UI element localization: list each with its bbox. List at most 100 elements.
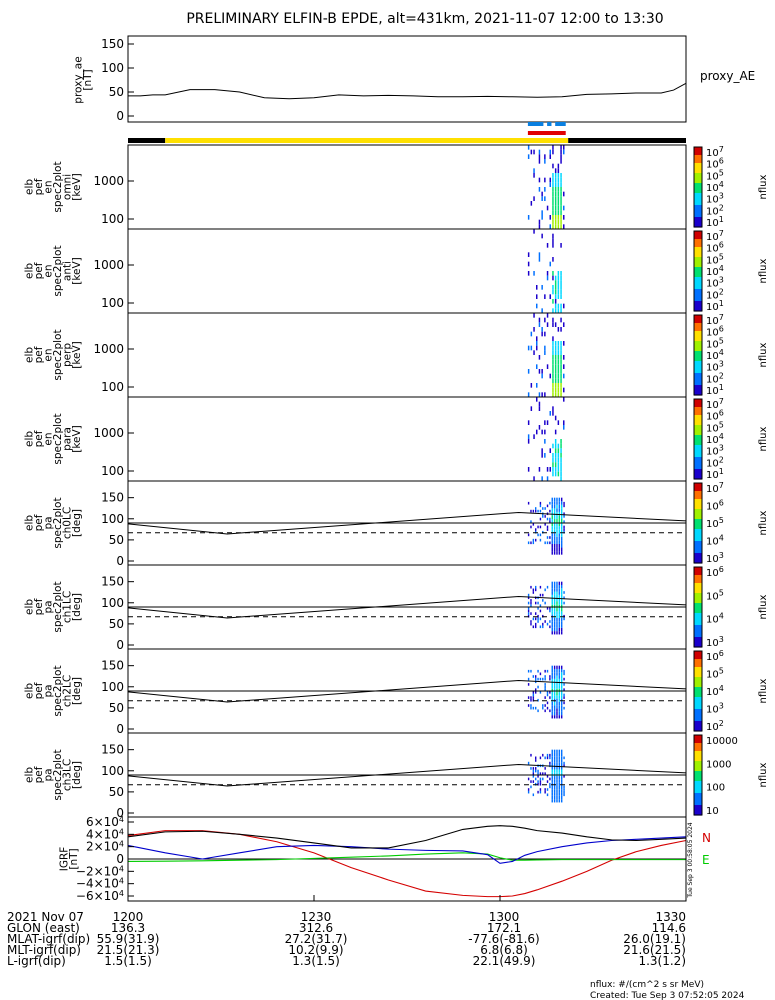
colorbar-cell (694, 811, 702, 814)
colorbar-cell (694, 335, 702, 338)
proxy-ae-line (128, 82, 687, 100)
colorbar-cell (694, 251, 702, 254)
pa-cell (534, 509, 537, 513)
energy-ytick-label: 100 (101, 296, 124, 310)
pa-cell (551, 543, 553, 548)
pa-cell (558, 711, 561, 716)
pa-cell (556, 795, 558, 800)
spectrogram-cell (549, 373, 551, 379)
pa-cell (546, 756, 549, 760)
spectrogram-cell (557, 224, 560, 229)
colorbar-cell (694, 801, 702, 804)
pa-cell (544, 772, 546, 775)
pa-cell (563, 706, 565, 710)
colorbar-cell (694, 767, 702, 770)
pa-cell (558, 631, 561, 635)
pa-cell (560, 508, 563, 512)
pa-cell (527, 541, 530, 545)
pa-cell (560, 631, 563, 635)
pa-cell (544, 683, 546, 686)
spectrogram-cell (557, 341, 560, 346)
spectrogram-cell (552, 411, 554, 416)
spectrogram-cell (552, 289, 554, 295)
spectrogram-cell (557, 210, 560, 215)
spectrogram-cell (554, 215, 557, 220)
spectrogram-cell (557, 177, 560, 183)
pa-cell (544, 767, 546, 770)
colorbar-cell (694, 645, 702, 648)
spectrogram-cell (552, 453, 554, 458)
spectrogram-cell (544, 317, 546, 323)
colorbar-cell (694, 183, 702, 186)
pa_ch1-panel: 050100150elbpefpaspec2plotch1LC[deg]1061… (23, 564, 769, 652)
spectrogram-cell (560, 439, 562, 444)
pa-cell (546, 706, 549, 710)
spectrogram-cell (552, 173, 554, 178)
pa-cell (527, 788, 530, 791)
spectrogram-cell (552, 219, 554, 225)
colorbar-cell (694, 553, 702, 556)
pa-cell (539, 609, 542, 613)
colorbar-cell (694, 653, 702, 656)
pa-cell (539, 625, 542, 629)
pa-cell (546, 693, 549, 697)
pa-cell (532, 675, 535, 678)
colorbar-cell (694, 373, 702, 376)
spectrogram-cell (541, 327, 543, 332)
spectrogram-cell (552, 187, 554, 192)
colorbar-cell (694, 471, 702, 474)
energy_anti-ylabel-line: anti (61, 261, 73, 281)
colorbar-frame (693, 650, 703, 732)
spectrogram-cell (557, 359, 560, 365)
colorbar-cell (694, 745, 702, 748)
colorbar-tick-label: 103 (706, 635, 724, 649)
spectrogram-cell (552, 317, 554, 323)
pa-cell (558, 762, 561, 767)
pa-ytick-label: 150 (101, 575, 124, 589)
colorbar-cell (694, 507, 702, 510)
spectrogram-cell (557, 168, 560, 173)
pa-cell (539, 525, 542, 529)
pa-cell (546, 622, 549, 626)
spectrogram-cell (544, 154, 546, 159)
pa_ch3-ylabel-line: [deg] (71, 761, 83, 789)
pa-cell (558, 772, 561, 777)
colorbar-cell (694, 429, 702, 432)
spectrogram-cell (538, 467, 541, 472)
colorbar-cell (694, 737, 702, 740)
pa_ch0-ylabel-line: elb (23, 515, 35, 531)
spectrogram-cell (563, 224, 565, 229)
grf-series-line (127, 825, 687, 849)
spectrogram-cell (552, 341, 554, 346)
energy_anti-ylabel-line: en (42, 264, 54, 277)
colorbar-cell (694, 591, 702, 594)
colorbar-cell (694, 167, 702, 170)
table-cell: -77.6(-81.6) (468, 932, 539, 946)
pa-cell (532, 588, 535, 592)
pa-cell (558, 526, 561, 530)
pa-cell (558, 543, 561, 548)
pa-cell (556, 540, 558, 544)
pa-cell (537, 677, 539, 681)
colorbar-cell (694, 639, 702, 642)
colorbar-frame (693, 482, 703, 564)
spectrogram-cell (552, 457, 554, 463)
pa-cell (560, 769, 563, 773)
spectrogram-cell (552, 336, 554, 341)
spectrogram-cell (560, 177, 562, 183)
colorbar-cell (694, 207, 702, 210)
pa-cell (527, 601, 530, 605)
spectrogram-cell (554, 168, 557, 173)
colorbar-cell (694, 619, 702, 622)
colorbar-cell (694, 405, 702, 408)
pa-cell (553, 752, 556, 757)
spectrogram-cell (554, 355, 557, 360)
pa-cell (553, 540, 556, 544)
colorbar-tick-label: 101 (706, 383, 724, 397)
spectrogram-cell (554, 299, 557, 304)
pa-cell (527, 612, 530, 615)
pa-cell (556, 672, 558, 676)
colorbar-cell (694, 327, 702, 330)
